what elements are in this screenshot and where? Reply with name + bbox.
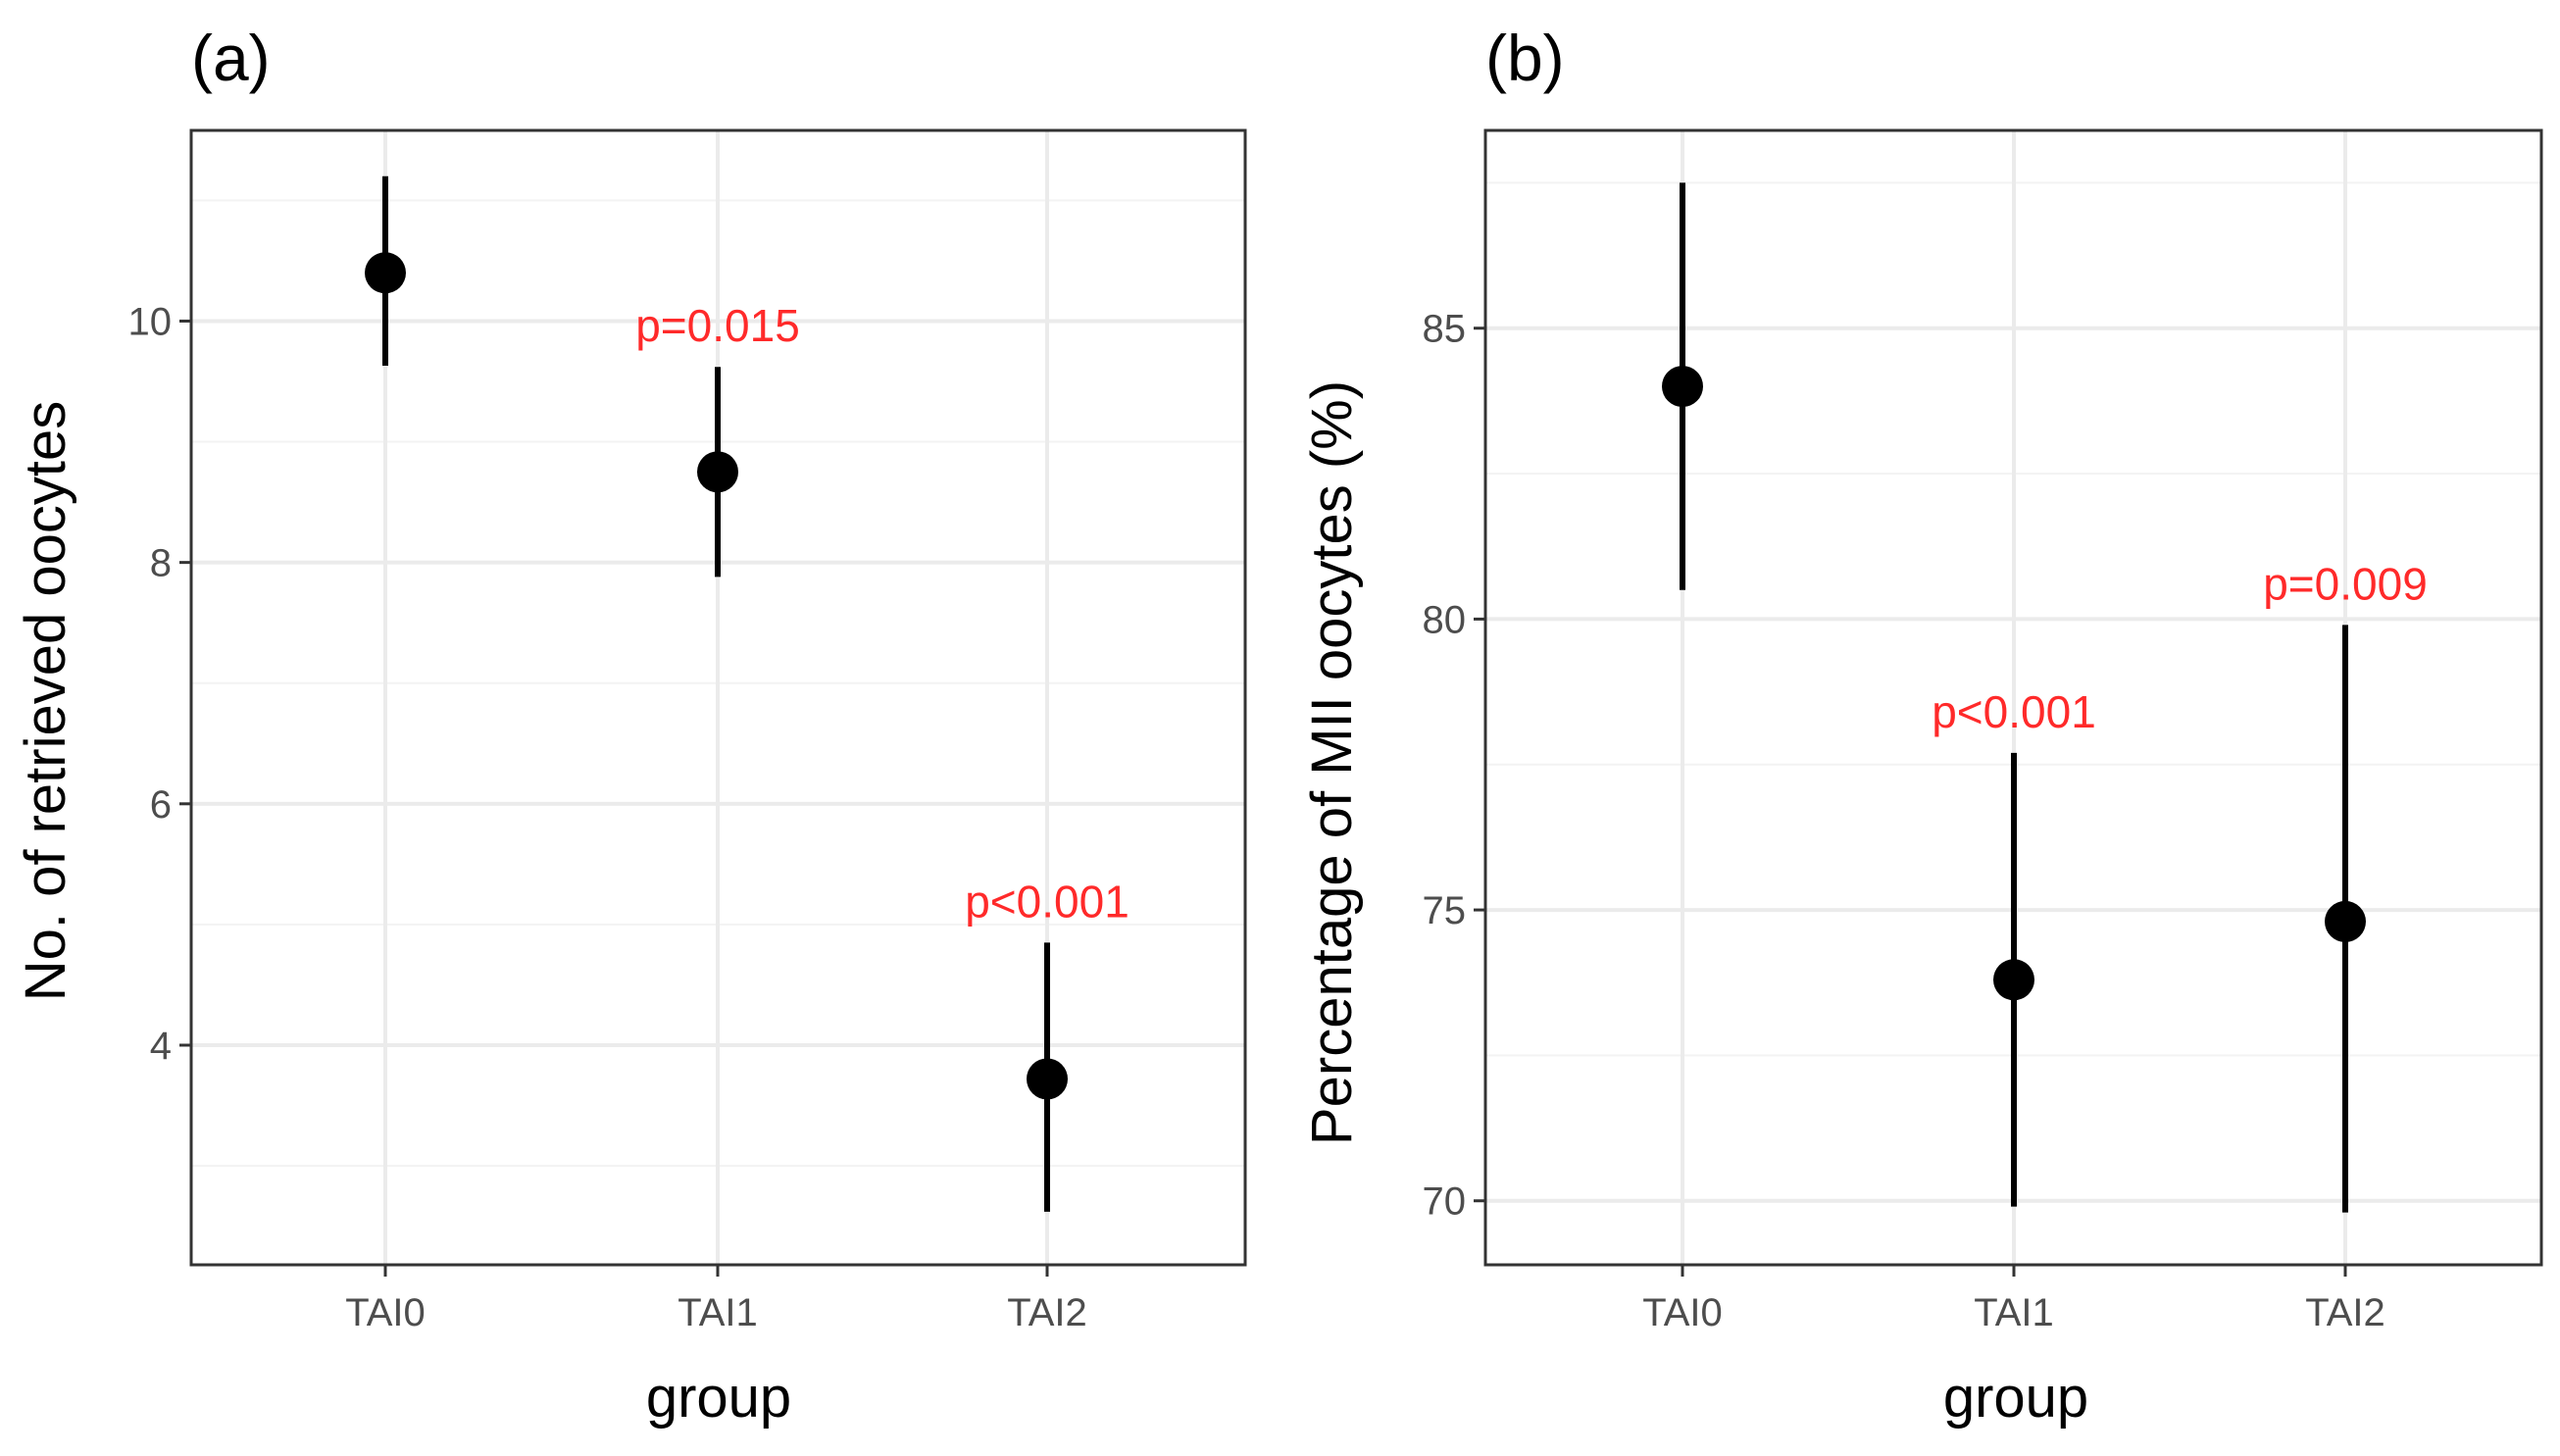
data-point-tai1 — [1993, 959, 2034, 1001]
panel-label: (a) — [191, 22, 271, 94]
data-point-tai0 — [365, 252, 406, 294]
panel-a: (a) group No. of retrieved oocytes 4 6 8 10… — [14, 22, 1247, 1430]
y-tick-label: 6 — [150, 783, 172, 827]
y-tick-label: 80 — [1423, 598, 1467, 641]
y-tick-label: 75 — [1423, 889, 1467, 932]
data-point-tai2 — [1027, 1058, 1068, 1100]
x-axis-title: group — [1943, 1366, 2088, 1430]
y-tick-label: 10 — [128, 300, 173, 343]
x-tick-label: TAI2 — [1007, 1291, 1087, 1334]
data-point-tai2 — [2325, 900, 2366, 942]
data-point-tai1 — [697, 451, 738, 493]
x-tick-label: TAI1 — [678, 1291, 758, 1334]
y-tick-label: 8 — [150, 542, 172, 585]
p-value-annotation: p<0.001 — [1932, 686, 2096, 737]
panel-label: (b) — [1485, 22, 1565, 94]
p-value-annotation: p=0.015 — [635, 300, 800, 351]
p-value-annotation: p=0.009 — [2263, 558, 2428, 609]
grid — [191, 130, 1245, 1265]
y-tick-label: 70 — [1423, 1180, 1467, 1224]
data-point-tai0 — [1662, 366, 1703, 408]
y-tick-label: 4 — [150, 1025, 172, 1068]
x-tick-label: TAI0 — [345, 1291, 426, 1334]
x-tick-label: TAI2 — [2305, 1291, 2385, 1334]
y-axis-title: Percentage of MII oocytes (%) — [1300, 380, 1364, 1145]
x-tick-label: TAI1 — [1974, 1291, 2054, 1334]
x-axis-title: group — [646, 1366, 791, 1430]
y-tick-label: 85 — [1423, 308, 1467, 351]
y-axis-title: No. of retrieved oocytes — [14, 401, 77, 1002]
panel-b: (b) group Percentage of MII oocytes (%) … — [1300, 22, 2543, 1430]
p-value-annotation: p<0.001 — [965, 876, 1129, 927]
x-tick-label: TAI0 — [1642, 1291, 1723, 1334]
